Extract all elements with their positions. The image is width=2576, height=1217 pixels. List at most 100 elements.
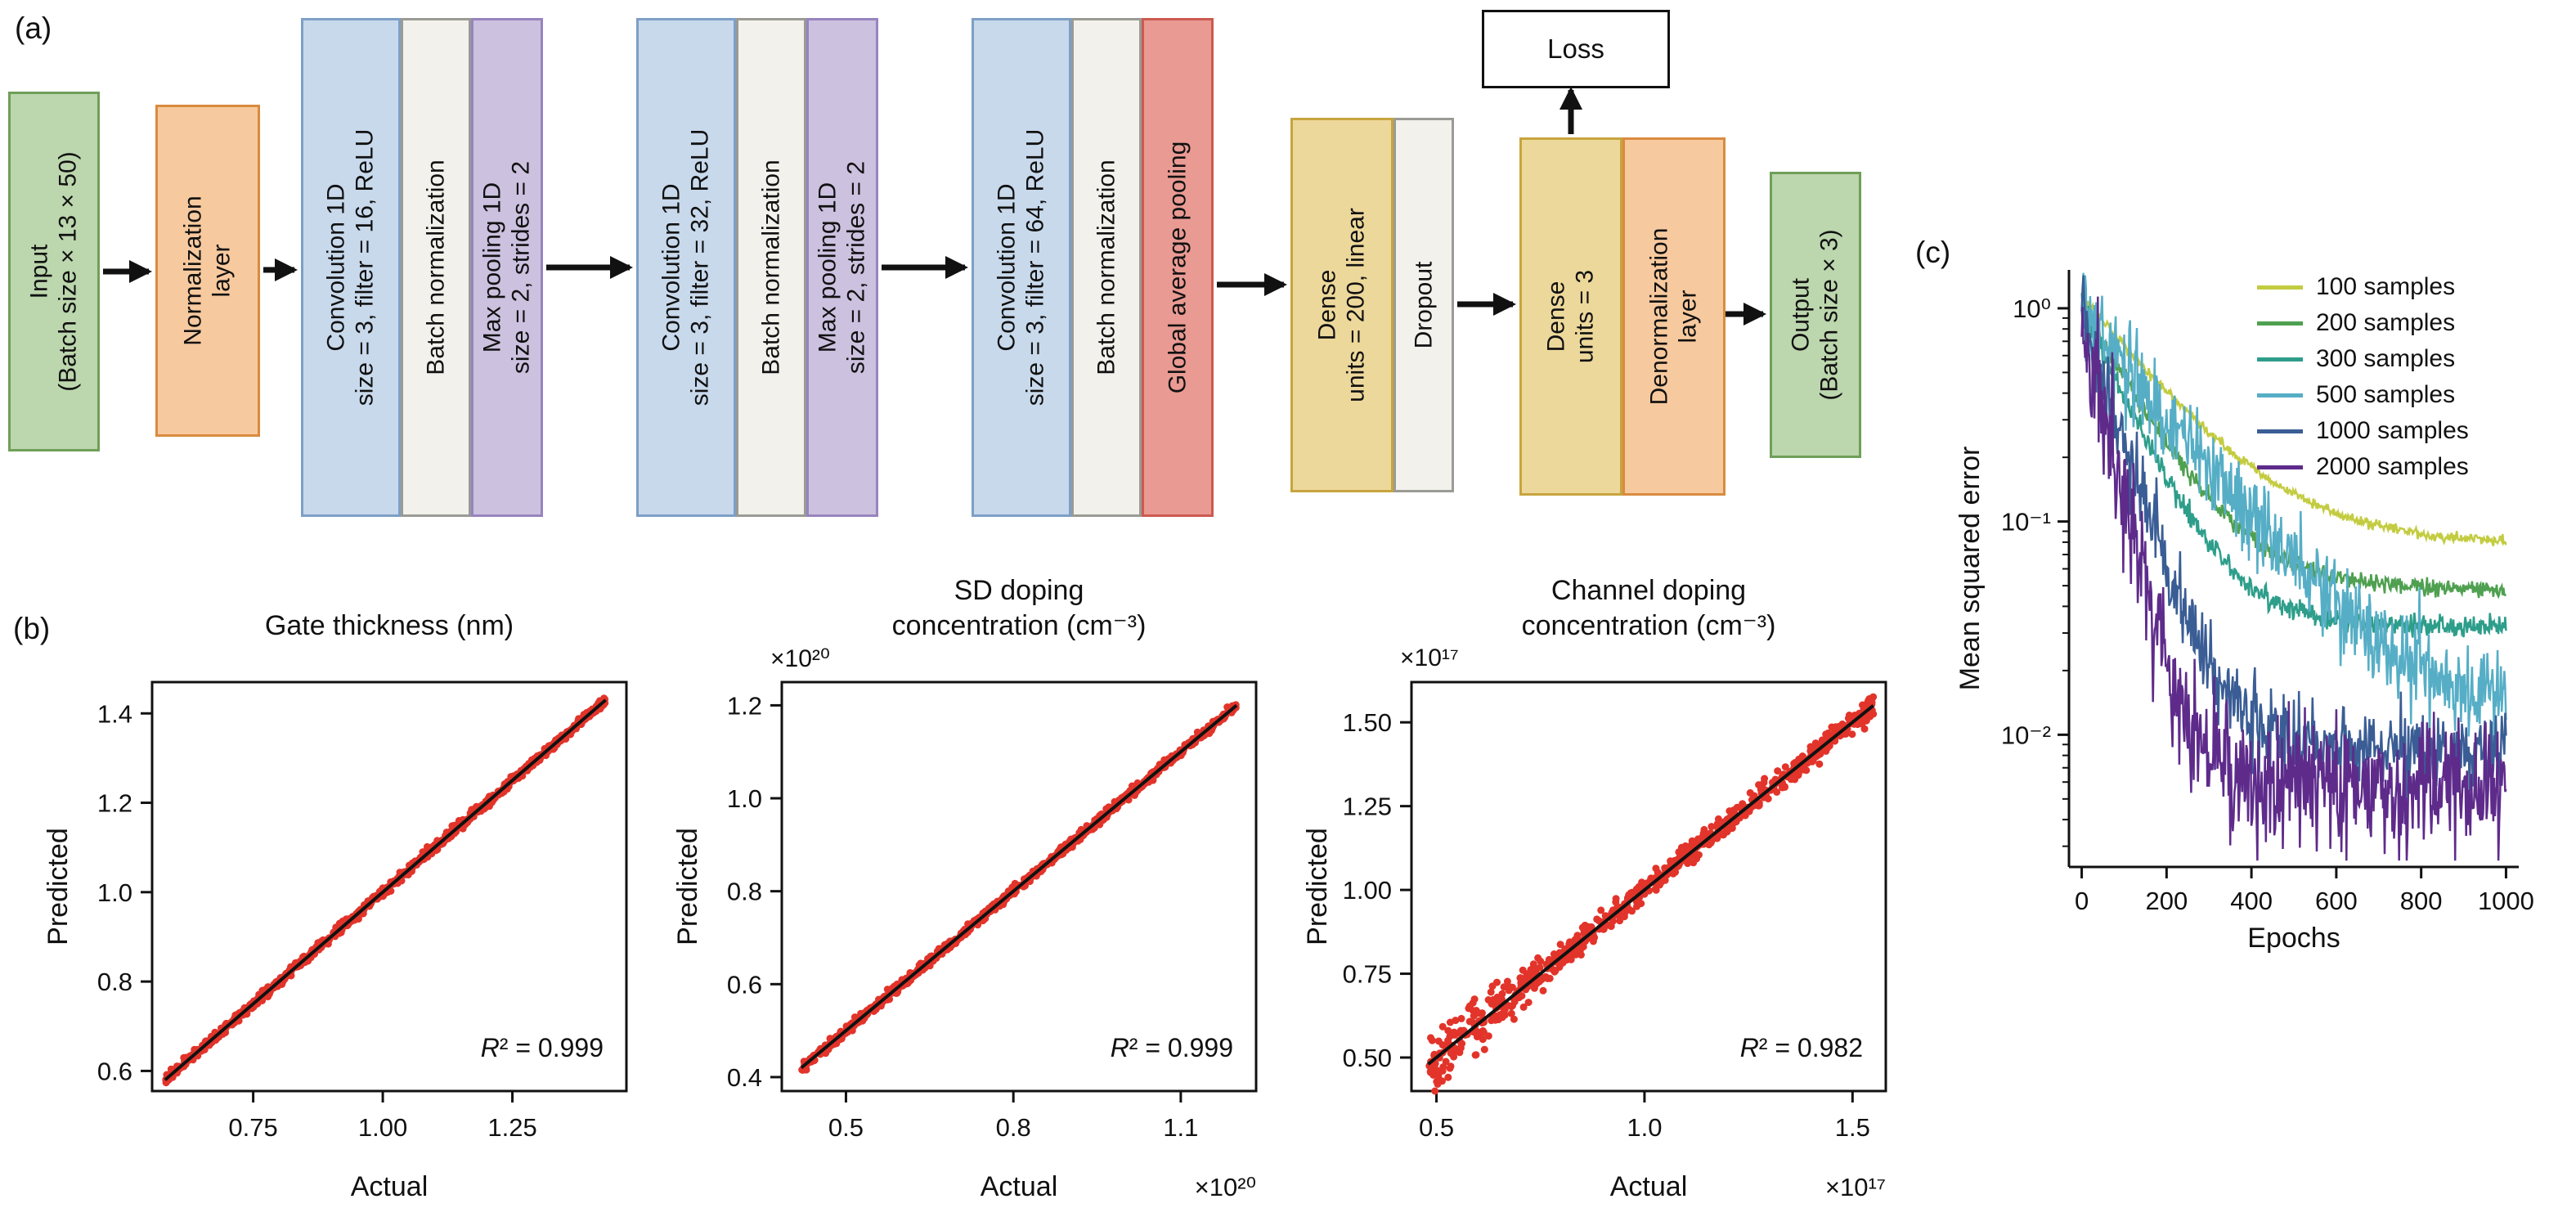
legend-label: 200 samples bbox=[2316, 309, 2456, 336]
svg-text:0.8: 0.8 bbox=[996, 1113, 1031, 1142]
svg-text:0.50: 0.50 bbox=[1343, 1044, 1392, 1072]
svg-text:1.00: 1.00 bbox=[358, 1113, 407, 1142]
loss-box: Loss bbox=[1482, 10, 1670, 88]
block-dense-3: Dense units = 3 bbox=[1519, 137, 1622, 496]
svg-text:1.0: 1.0 bbox=[727, 784, 762, 813]
svg-text:0.8: 0.8 bbox=[727, 878, 762, 906]
svg-text:1000: 1000 bbox=[2478, 887, 2534, 915]
block-output: Output (Batch size × 3) bbox=[1770, 172, 1861, 458]
block-normalization-label: Normalization layer bbox=[179, 195, 236, 346]
svg-text:×10²⁰: ×10²⁰ bbox=[1195, 1173, 1256, 1201]
svg-text:600: 600 bbox=[2315, 887, 2358, 915]
svg-text:0: 0 bbox=[2075, 887, 2089, 915]
svg-text:Epochs: Epochs bbox=[2247, 923, 2340, 954]
block-conv1d-64-label: Convolution 1D size = 3, filter = 64, Re… bbox=[993, 128, 1049, 406]
block-batch-norm-2-label: Batch normalization bbox=[757, 159, 785, 375]
svg-text:Actual: Actual bbox=[981, 1171, 1058, 1202]
legend-line-swatch bbox=[2257, 429, 2303, 433]
block-input: Input (Batch size × 13 × 50) bbox=[8, 92, 100, 451]
svg-text:1.0: 1.0 bbox=[1627, 1113, 1662, 1142]
block-max-pool-2: Max pooling 1D size = 2, strides = 2 bbox=[806, 18, 878, 517]
legend-line-swatch bbox=[2257, 285, 2303, 290]
svg-text:1.4: 1.4 bbox=[97, 699, 132, 728]
legend-label: 2000 samples bbox=[2316, 453, 2469, 480]
legend-line-swatch bbox=[2257, 393, 2303, 397]
block-max-pool-1-label: Max pooling 1D size = 2, strides = 2 bbox=[478, 160, 535, 375]
svg-text:Actual: Actual bbox=[1610, 1171, 1688, 1202]
svg-text:0.8: 0.8 bbox=[97, 968, 132, 996]
block-output-label: Output (Batch size × 3) bbox=[1787, 229, 1843, 401]
training-plot: 0 200 400 600 800 1000 10⁰ 10⁻¹ 10⁻² Epochs Mean s… bbox=[1954, 270, 2534, 954]
legend-item: 300 samples bbox=[2257, 345, 2469, 373]
panel-c-label: (c) bbox=[1915, 236, 1951, 269]
block-conv1d-16: Convolution 1D size = 3, filter = 16, Re… bbox=[301, 18, 401, 517]
channel-doping-plot: 0.5 1.0 1.5 0.50 0.75 1.00 1.25 1.50 R² = 0.982 A… bbox=[1302, 680, 1887, 1202]
svg-text:0.5: 0.5 bbox=[828, 1113, 864, 1142]
svg-text:1.2: 1.2 bbox=[727, 691, 762, 720]
svg-text:200: 200 bbox=[2145, 887, 2188, 915]
svg-text:1.25: 1.25 bbox=[1343, 793, 1392, 821]
svg-text:0.75: 0.75 bbox=[228, 1113, 277, 1142]
svg-text:1.2: 1.2 bbox=[97, 789, 132, 818]
svg-text:Predicted: Predicted bbox=[43, 828, 74, 945]
block-batch-norm-1: Batch normalization bbox=[401, 18, 471, 517]
svg-text:R² = 0.999: R² = 0.999 bbox=[481, 1033, 604, 1062]
channel-doping-title: Channel doping concentration (cm⁻³) bbox=[1521, 575, 1776, 641]
legend-line-swatch bbox=[2257, 321, 2303, 326]
scatter-channel-doping: Channel doping concentration (cm⁻³) ×10¹… bbox=[1289, 573, 1910, 1217]
scatter-sd-doping: SD doping concentration (cm⁻³) ×10²⁰ 0.5… bbox=[659, 573, 1281, 1217]
legend-line-swatch bbox=[2257, 465, 2303, 469]
svg-text:1.00: 1.00 bbox=[1343, 876, 1392, 905]
svg-text:1.5: 1.5 bbox=[1835, 1113, 1870, 1142]
svg-text:Mean squared error: Mean squared error bbox=[1954, 447, 1986, 691]
svg-text:1.25: 1.25 bbox=[487, 1113, 536, 1142]
block-input-label: Input (Batch size × 13 × 50) bbox=[25, 151, 82, 392]
legend-item: 1000 samples bbox=[2257, 417, 2469, 445]
svg-text:0.4: 0.4 bbox=[727, 1063, 762, 1092]
block-denormalization-layer: Denormalization layer bbox=[1622, 137, 1726, 496]
legend-line-swatch bbox=[2257, 357, 2303, 362]
block-dropout-label: Dropout bbox=[1410, 261, 1438, 349]
legend-item: 2000 samples bbox=[2257, 453, 2469, 481]
block-gap-label: Global average pooling bbox=[1164, 141, 1192, 394]
svg-text:10⁻¹: 10⁻¹ bbox=[2001, 508, 2051, 537]
block-conv1d-64: Convolution 1D size = 3, filter = 64, Re… bbox=[972, 18, 1071, 517]
svg-text:0.5: 0.5 bbox=[1419, 1113, 1454, 1142]
legend-item: 200 samples bbox=[2257, 309, 2469, 337]
block-max-pool-2-label: Max pooling 1D size = 2, strides = 2 bbox=[814, 160, 870, 375]
svg-text:400: 400 bbox=[2230, 887, 2273, 915]
block-conv1d-32-label: Convolution 1D size = 3, filter = 32, Re… bbox=[657, 128, 714, 406]
gate-thickness-title: Gate thickness (nm) bbox=[264, 609, 514, 641]
svg-text:0.6: 0.6 bbox=[97, 1057, 132, 1085]
panel-b-label: (b) bbox=[13, 612, 51, 645]
svg-text:0.6: 0.6 bbox=[727, 970, 762, 999]
sd-doping-plot: 0.5 0.8 1.1 0.4 0.6 0.8 1.0 1.2 R² = 0.999 Actual… bbox=[672, 680, 1258, 1202]
gate-thickness-plot: 0.75 1.00 1.25 0.6 0.8 1.0 1.2 1.4 R² = 0.999 Act… bbox=[43, 680, 628, 1202]
scatter-gate-thickness: Gate thickness (nm) 0.75 1.00 1.25 0.6 0.8 1.… bbox=[29, 573, 651, 1217]
legend-label: 100 samples bbox=[2316, 273, 2456, 300]
flow-arrows bbox=[103, 87, 1766, 326]
block-dense-3-label: Dense units = 3 bbox=[1542, 269, 1599, 364]
svg-text:10⁰: 10⁰ bbox=[2013, 294, 2051, 323]
legend-label: 1000 samples bbox=[2316, 417, 2469, 444]
block-max-pool-1: Max pooling 1D size = 2, strides = 2 bbox=[471, 18, 543, 517]
svg-text:Actual: Actual bbox=[351, 1171, 429, 1202]
svg-text:R² = 0.999: R² = 0.999 bbox=[1111, 1033, 1233, 1062]
training-legend: 100 samples 200 samples 300 samples 500 sam… bbox=[2257, 273, 2469, 481]
block-conv1d-32: Convolution 1D size = 3, filter = 32, Re… bbox=[636, 18, 736, 517]
svg-text:0.75: 0.75 bbox=[1343, 960, 1392, 989]
svg-text:1.50: 1.50 bbox=[1343, 708, 1392, 737]
sd-doping-scale-label: ×10²⁰ bbox=[770, 645, 830, 672]
svg-text:1.1: 1.1 bbox=[1163, 1113, 1198, 1142]
block-global-average-pooling: Global average pooling bbox=[1142, 18, 1214, 517]
svg-text:1.0: 1.0 bbox=[97, 878, 132, 907]
svg-text:R² = 0.982: R² = 0.982 bbox=[1740, 1033, 1863, 1062]
block-normalization-layer: Normalization layer bbox=[155, 105, 260, 437]
loss-label: Loss bbox=[1547, 34, 1604, 64]
legend-item: 500 samples bbox=[2257, 381, 2469, 409]
panel-a-label: (a) bbox=[15, 11, 52, 45]
block-batch-norm-3: Batch normalization bbox=[1071, 18, 1142, 517]
block-batch-norm-2: Batch normalization bbox=[736, 18, 806, 517]
legend-item: 100 samples bbox=[2257, 273, 2469, 301]
